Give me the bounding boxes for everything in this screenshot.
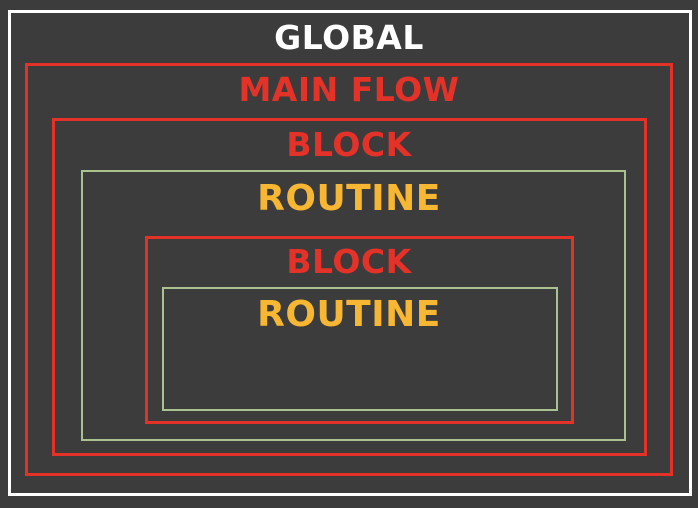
block-outer-box: [52, 118, 647, 456]
routine-inner-label: ROUTINE: [257, 294, 441, 335]
block-inner-label: BLOCK: [286, 242, 412, 281]
global-scope-box: [8, 10, 692, 496]
main-flow-label: MAIN FLOW: [238, 70, 460, 109]
block-outer-label: BLOCK: [286, 125, 412, 164]
block-inner-box: [145, 236, 574, 424]
global-scope-label: GLOBAL: [274, 18, 424, 57]
routine-inner-box: [162, 287, 558, 411]
routine-outer-box: [81, 170, 626, 441]
routine-outer-label: ROUTINE: [257, 178, 441, 219]
main-flow-box: [25, 63, 673, 476]
